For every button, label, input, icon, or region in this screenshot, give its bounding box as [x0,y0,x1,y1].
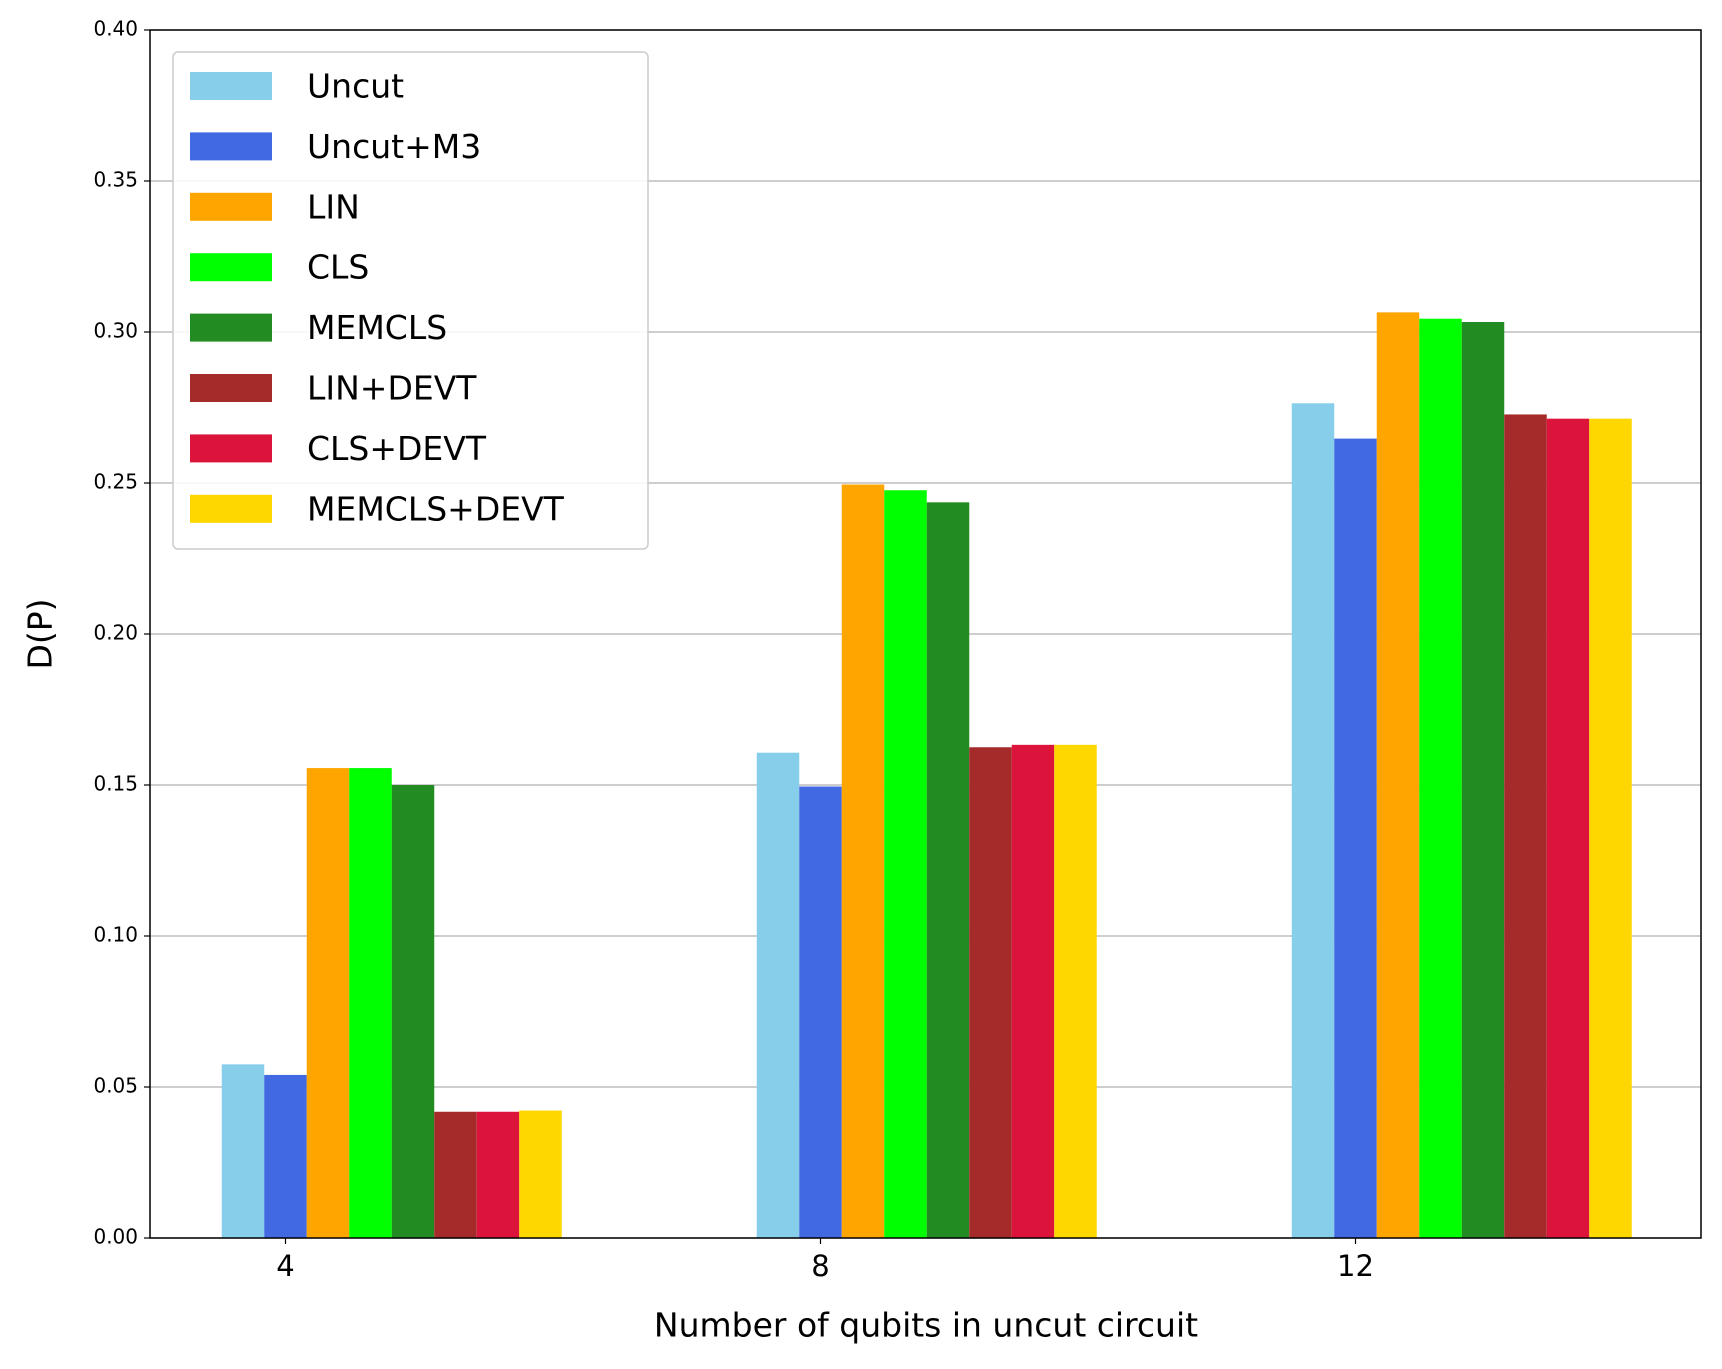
bar [349,768,392,1238]
legend-swatch [190,434,272,463]
bar [1376,312,1420,1238]
y-tick-label: 0.20 [93,621,138,645]
bar [264,1074,307,1238]
bar [1291,403,1335,1239]
x-axis-label: Number of qubits in uncut circuit [654,1306,1198,1345]
bar [1504,414,1547,1238]
legend-label: CLS [307,248,369,287]
legend-label: CLS+DEVT [307,429,487,468]
legend-swatch [190,72,272,100]
legend-swatch [190,132,272,161]
bar [799,786,842,1238]
legend-box [172,51,649,550]
y-tick-label: 0.30 [93,319,138,343]
bar [1419,318,1462,1238]
bar [1011,744,1055,1238]
legend-swatch [190,374,272,402]
legend-swatch [190,313,272,342]
bar [434,1111,477,1238]
y-tick-label: 0.35 [93,168,138,192]
bar [1054,744,1097,1238]
bar [306,768,350,1238]
y-tick-label: 0.10 [93,923,138,947]
bar [1334,438,1377,1239]
bar [391,785,435,1238]
legend-swatch [190,192,272,221]
y-tick-label: 0.05 [93,1074,138,1098]
x-tick-label: 4 [276,1249,294,1283]
plot-frame [149,29,1702,1239]
y-tick-label: 0.25 [93,470,138,494]
bar [926,502,970,1238]
legend-swatch [190,494,272,523]
legend-swatch [190,253,272,282]
y-tick-label: 0.40 [93,17,138,41]
bar [884,490,927,1238]
y-axis-label: D(P) [21,598,60,669]
bar [969,747,1012,1238]
legend-label: Uncut+M3 [307,127,481,166]
bar [221,1064,265,1238]
legend-label: MEMCLS [307,308,447,347]
bar [476,1111,520,1238]
legend-label: Uncut [307,67,404,106]
bar [1461,322,1505,1238]
x-tick-label: 8 [811,1249,829,1283]
x-tick-label: 12 [1337,1249,1374,1283]
bar [1546,418,1590,1238]
legend-label: LIN [307,187,360,226]
bar [519,1110,562,1238]
legend-label: LIN+DEVT [307,369,477,408]
bar [1589,418,1632,1238]
bar [756,752,800,1238]
bar [841,484,885,1238]
legend-label: MEMCLS+DEVT [307,489,565,528]
y-tick-label: 0.00 [93,1225,138,1249]
y-tick-label: 0.15 [93,772,138,796]
